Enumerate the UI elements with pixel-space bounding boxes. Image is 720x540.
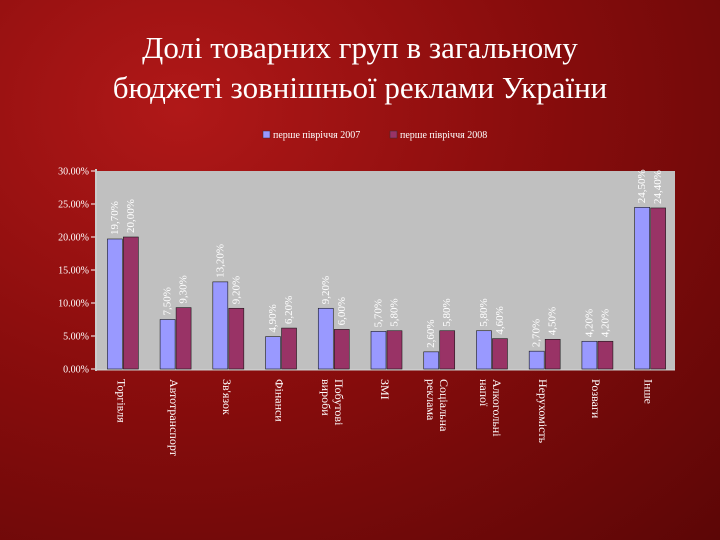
bar xyxy=(492,338,508,370)
data-label: 9,20% xyxy=(230,276,242,304)
data-label: 5,80% xyxy=(389,298,401,326)
legend: перше півріччя 2007 перше півріччя 2008 xyxy=(262,130,487,141)
data-label: 6,00% xyxy=(336,297,348,325)
x-tick-label-text: Автотранспорт xyxy=(167,379,181,457)
data-label: 5,80% xyxy=(441,298,453,326)
x-tick-label: Фінанси xyxy=(273,379,287,422)
x-tick-label: Автотранспорт xyxy=(167,379,181,457)
bar xyxy=(650,207,666,370)
x-tick-label-line: Інше xyxy=(642,379,656,404)
bar xyxy=(439,330,456,370)
slide-title-line-1: Долі товарних груп в загальному xyxy=(142,30,578,65)
data-label: 4,50% xyxy=(547,307,559,335)
legend-swatch xyxy=(389,130,398,139)
data-label: 5,80% xyxy=(478,298,490,326)
bar xyxy=(581,340,598,370)
bar xyxy=(597,340,614,370)
x-axis-line xyxy=(95,369,675,371)
y-tick-label: 15.00% xyxy=(58,266,89,277)
data-label: 2,60% xyxy=(425,319,437,347)
x-tick-label: Розваги xyxy=(589,379,603,419)
bar xyxy=(634,207,650,370)
bar xyxy=(317,307,334,370)
x-tick-label-line: Алкогольні xyxy=(490,379,504,437)
bar xyxy=(123,236,139,370)
y-tick-label: 20.00% xyxy=(58,233,89,244)
data-label: 24,50% xyxy=(636,169,648,203)
bar xyxy=(333,329,350,370)
bar xyxy=(423,351,440,370)
y-tick-label: 0.00% xyxy=(63,365,89,376)
data-label: 5,70% xyxy=(373,299,385,327)
y-axis-line xyxy=(95,169,97,371)
x-tick-label-line: Фінанси xyxy=(273,379,287,422)
legend-swatch xyxy=(262,130,271,139)
x-tick-label-text: Розваги xyxy=(589,379,603,419)
data-label: 4,20% xyxy=(599,309,611,337)
x-tick-label: Торгівля xyxy=(114,379,128,423)
bar xyxy=(159,319,176,370)
slide-title-line-2: бюджеті зовнішньої реклами України xyxy=(112,70,608,105)
data-label: 9,30% xyxy=(178,275,190,303)
x-tick-label-text: Нерухомість xyxy=(536,379,550,444)
x-tick-label: Алкогольнінапої xyxy=(477,379,504,437)
x-tick-label-text: Фінанси xyxy=(273,379,287,422)
bar xyxy=(544,338,561,370)
data-label: 2,70% xyxy=(531,319,543,347)
x-tick-label-text: Інше xyxy=(642,379,656,404)
x-tick-label-text: ЗМІ xyxy=(378,379,392,400)
legend-label: перше півріччя 2007 xyxy=(273,130,360,141)
data-label: 9,20% xyxy=(320,276,332,304)
bar xyxy=(175,307,192,370)
x-tick-label-text: Соціальнареклама xyxy=(424,379,451,432)
x-tick-label-line: вироби xyxy=(319,379,333,416)
x-tick-label-line: Соціальна xyxy=(437,379,451,432)
data-label: 24,40% xyxy=(652,170,664,204)
x-tick-label-text: Зв'язок xyxy=(220,379,234,415)
bar xyxy=(476,330,492,370)
data-label: 19,70% xyxy=(109,201,121,235)
x-tick-label-line: напої xyxy=(477,379,491,407)
x-tick-label: Зв'язок xyxy=(220,379,234,415)
data-label: 4,20% xyxy=(583,309,595,337)
x-tick-label: Соціальнареклама xyxy=(424,379,451,432)
bar xyxy=(107,238,123,370)
bar xyxy=(528,350,545,370)
bar xyxy=(370,331,387,370)
x-tick-label-line: Зв'язок xyxy=(220,379,234,415)
x-tick-label-line: ЗМІ xyxy=(378,379,392,400)
slide-title: Долі товарних груп в загальному бюджеті … xyxy=(0,28,720,108)
y-tick-label: 30.00% xyxy=(58,167,89,178)
x-tick-label-line: реклама xyxy=(424,379,438,421)
bar xyxy=(281,327,297,370)
x-tick-label: Нерухомість xyxy=(536,379,550,444)
x-tick-label: Інше xyxy=(642,379,656,404)
x-tick-label-line: Торгівля xyxy=(114,379,128,423)
data-label: 20,00% xyxy=(125,199,137,233)
data-label: 4,90% xyxy=(267,304,279,332)
x-tick-label-text: Алкогольнінапої xyxy=(477,379,504,437)
x-tick-label-line: Побутові xyxy=(332,379,346,426)
x-tick-label-line: Автотранспорт xyxy=(167,379,181,457)
x-tick-label-line: Нерухомість xyxy=(536,379,550,444)
legend-label: перше півріччя 2008 xyxy=(400,130,487,141)
y-tick-label: 25.00% xyxy=(58,200,89,211)
x-tick-label-text: Побутовівироби xyxy=(319,379,346,426)
bar xyxy=(386,330,403,370)
data-label: 13,20% xyxy=(214,244,226,278)
x-tick-label-line: Розваги xyxy=(589,379,603,419)
bar xyxy=(228,307,245,370)
y-tick-label: 5.00% xyxy=(63,332,89,343)
data-label: 4,60% xyxy=(494,306,506,334)
bar xyxy=(212,281,229,370)
data-label: 6,20% xyxy=(283,296,295,324)
y-tick-label: 10.00% xyxy=(58,299,89,310)
x-tick-label: Побутовівироби xyxy=(319,379,346,426)
x-tick-label: ЗМІ xyxy=(378,379,392,400)
x-tick-label-text: Торгівля xyxy=(114,379,128,423)
data-label: 7,50% xyxy=(162,287,174,315)
bar xyxy=(265,336,281,370)
